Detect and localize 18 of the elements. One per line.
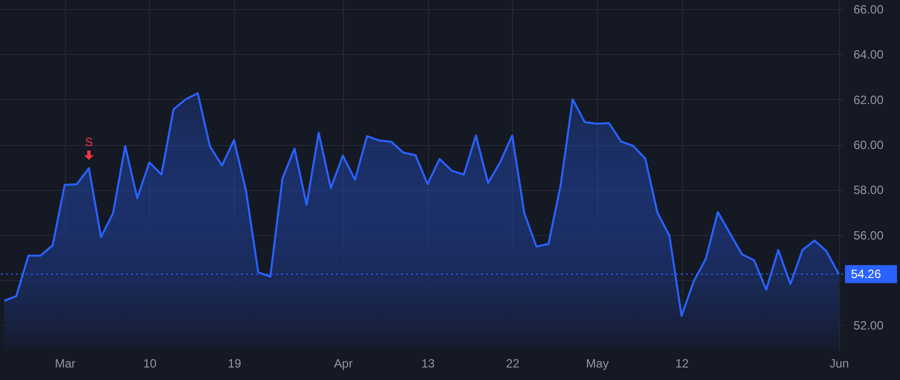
y-tick-label: 66.00 <box>854 2 884 17</box>
y-tick-label: 62.00 <box>854 92 884 107</box>
x-tick-label: Apr <box>334 356 353 370</box>
y-tick-label: 52.00 <box>854 318 884 333</box>
y-tick-label: 56.00 <box>854 228 884 242</box>
y-tick-label: 58.00 <box>854 183 884 198</box>
x-tick-label: 19 <box>228 356 242 370</box>
x-tick-label: Mar <box>54 356 76 370</box>
x-tick-label: 22 <box>506 356 520 370</box>
x-tick-label: 12 <box>675 356 690 370</box>
y-tick-label: 64.00 <box>854 48 884 62</box>
x-tick-label: 10 <box>143 356 157 370</box>
x-tick-label: May <box>586 356 609 370</box>
ref-line-label: 54.26 <box>851 267 882 282</box>
y-tick-label: 60.00 <box>854 138 884 152</box>
x-tick-label: 13 <box>421 356 436 370</box>
annotation: S <box>84 135 93 150</box>
x-tick-label: Jun <box>830 356 849 370</box>
